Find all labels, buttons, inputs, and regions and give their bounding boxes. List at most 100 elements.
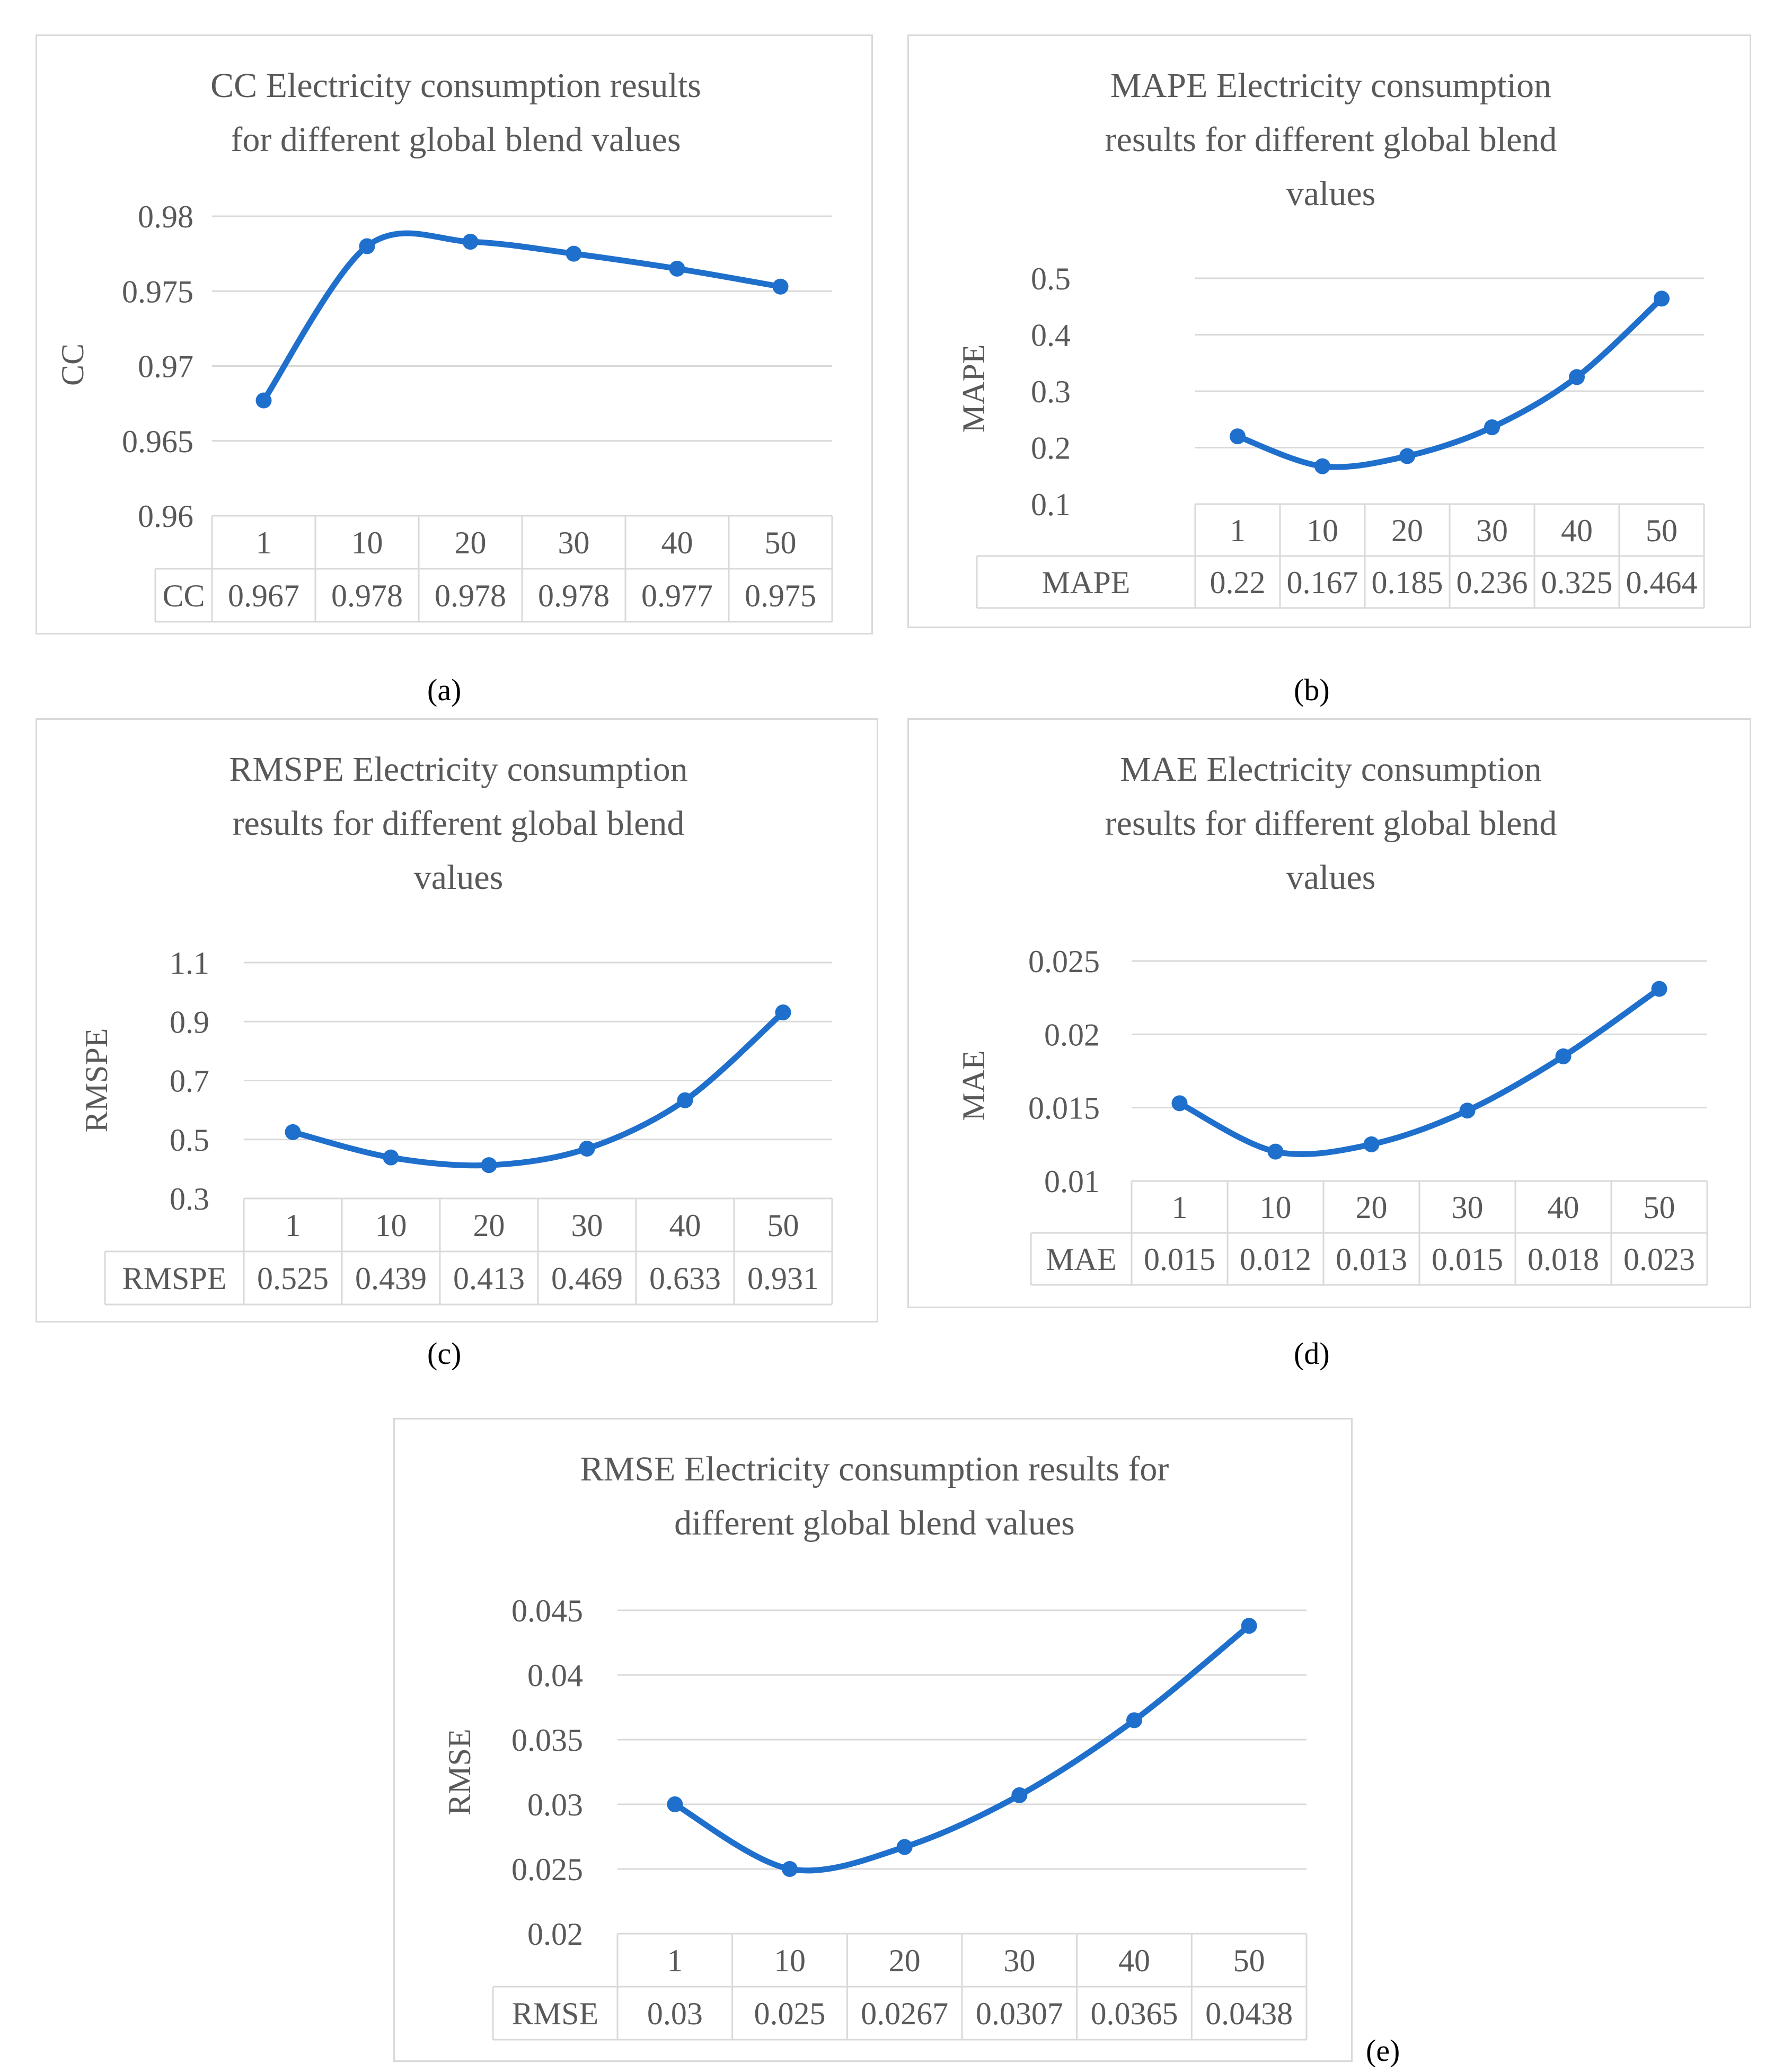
y-tick-label: 0.025	[1028, 944, 1100, 979]
caption-a: (a)	[427, 673, 462, 707]
series-line	[290, 1009, 786, 1169]
data-point	[1484, 419, 1500, 436]
data-point	[669, 260, 685, 277]
series-line	[1234, 295, 1665, 470]
x-tick-label: 20	[473, 1208, 505, 1243]
table-value: 0.978	[538, 578, 610, 613]
data-point	[1569, 369, 1585, 385]
chart-svg-cc: CC Electricity consumption results for di…	[55, 66, 833, 623]
chart-title: RMSPE Electricity consumption	[229, 750, 687, 789]
caption-e: (e)	[1366, 2033, 1400, 2068]
chart-title: values	[414, 858, 504, 897]
table-value: 0.967	[228, 578, 299, 613]
x-tick-label: 20	[455, 525, 487, 560]
data-point	[359, 238, 375, 254]
y-tick-label: 0.98	[138, 199, 193, 234]
y-axis-label: RMSE	[442, 1729, 477, 1815]
x-tick-label: 50	[1644, 1190, 1675, 1225]
caption-b: (b)	[1294, 673, 1330, 707]
data-point	[285, 1124, 301, 1140]
y-tick-label: 0.01	[1044, 1164, 1100, 1199]
chart-svg-rmspe: RMSPE Electricity consumption results for…	[79, 750, 833, 1306]
y-tick-label: 0.965	[122, 424, 193, 459]
table-series-label: MAE	[1046, 1242, 1116, 1277]
y-axis-label: MAPE	[956, 345, 991, 433]
data-point	[1651, 981, 1667, 997]
chart-title: MAE Electricity consumption	[1120, 750, 1542, 789]
x-tick-label: 40	[661, 525, 693, 560]
x-tick-label: 1	[1230, 513, 1246, 548]
data-point	[1171, 1095, 1188, 1112]
x-tick-label: 10	[1307, 513, 1338, 548]
table-value: 0.978	[331, 578, 403, 613]
data-point	[1654, 290, 1670, 307]
table-value: 0.013	[1336, 1242, 1407, 1277]
table-value: 0.015	[1144, 1242, 1215, 1277]
x-tick-label: 50	[767, 1208, 799, 1243]
y-tick-label: 0.03	[527, 1787, 583, 1822]
data-point	[1241, 1618, 1257, 1634]
y-axis-label: CC	[55, 343, 90, 386]
chart-title: MAPE Electricity consumption	[1110, 66, 1551, 105]
x-tick-label: 30	[1003, 1943, 1035, 1978]
table-value: 0.633	[649, 1261, 721, 1296]
data-point	[579, 1140, 595, 1157]
table-value: 0.0365	[1091, 1996, 1178, 2031]
data-point	[1399, 448, 1415, 464]
table-value: 0.018	[1528, 1242, 1599, 1277]
x-tick-label: 10	[351, 525, 383, 560]
data-point	[1011, 1787, 1028, 1803]
table-value: 0.975	[745, 578, 816, 613]
y-tick-label: 0.025	[511, 1852, 583, 1887]
x-tick-label: 30	[571, 1208, 603, 1243]
x-tick-label: 40	[1548, 1190, 1579, 1225]
x-tick-label: 30	[558, 525, 590, 560]
chart-svg-mape: MAPE Electricity consumption results for …	[956, 66, 1705, 609]
y-tick-label: 0.7	[170, 1064, 209, 1099]
table-value: 0.439	[355, 1261, 427, 1296]
chart-title: results for different global blend	[1105, 804, 1557, 843]
data-point	[1267, 1143, 1284, 1160]
y-tick-label: 0.5	[170, 1123, 209, 1158]
data-point	[677, 1092, 693, 1108]
table-value: 0.22	[1210, 565, 1266, 600]
x-tick-label: 50	[765, 525, 797, 560]
chart-svg-rmse: RMSE Electricity consumption results for…	[442, 1450, 1308, 2041]
x-tick-label: 1	[256, 525, 272, 560]
data-point	[1459, 1103, 1476, 1119]
x-tick-label: 30	[1476, 513, 1508, 548]
table-value: 0.525	[257, 1261, 329, 1296]
y-tick-label: 0.015	[1028, 1091, 1100, 1126]
data-point	[772, 278, 789, 295]
x-tick-label: 10	[1260, 1190, 1292, 1225]
table-value: 0.469	[551, 1261, 623, 1296]
table-value: 0.015	[1432, 1242, 1503, 1277]
y-tick-label: 0.3	[1031, 374, 1071, 409]
data-point	[1555, 1048, 1572, 1064]
x-tick-label: 50	[1646, 513, 1678, 548]
x-tick-label: 40	[1118, 1943, 1150, 1978]
y-tick-label: 0.5	[1031, 261, 1071, 296]
chart-panel-rmspe: RMSPE Electricity consumption results for…	[36, 718, 878, 1322]
y-tick-label: 0.4	[1031, 318, 1071, 353]
chart-panel-rmse: RMSE Electricity consumption results for…	[393, 1418, 1353, 2062]
caption-c: (c)	[427, 1336, 462, 1371]
x-tick-label: 50	[1233, 1943, 1265, 1978]
y-tick-label: 0.1	[1031, 487, 1071, 522]
x-tick-label: 1	[285, 1208, 301, 1243]
data-point	[481, 1157, 497, 1174]
table-series-label: MAPE	[1042, 565, 1131, 600]
y-axis-label: MAE	[956, 1050, 991, 1121]
chart-title: results for different global blend	[1105, 120, 1557, 159]
x-tick-label: 1	[667, 1943, 683, 1978]
y-tick-label: 0.9	[170, 1004, 209, 1039]
chart-title: results for different global blend	[233, 804, 685, 843]
chart-title: for different global blend values	[231, 120, 681, 159]
table-value: 0.978	[435, 578, 506, 613]
chart-title: values	[1286, 174, 1376, 213]
y-tick-label: 0.04	[527, 1658, 583, 1693]
table-value: 0.012	[1240, 1242, 1311, 1277]
data-point	[462, 234, 479, 250]
x-tick-label: 40	[1561, 513, 1593, 548]
data-point	[896, 1839, 913, 1855]
